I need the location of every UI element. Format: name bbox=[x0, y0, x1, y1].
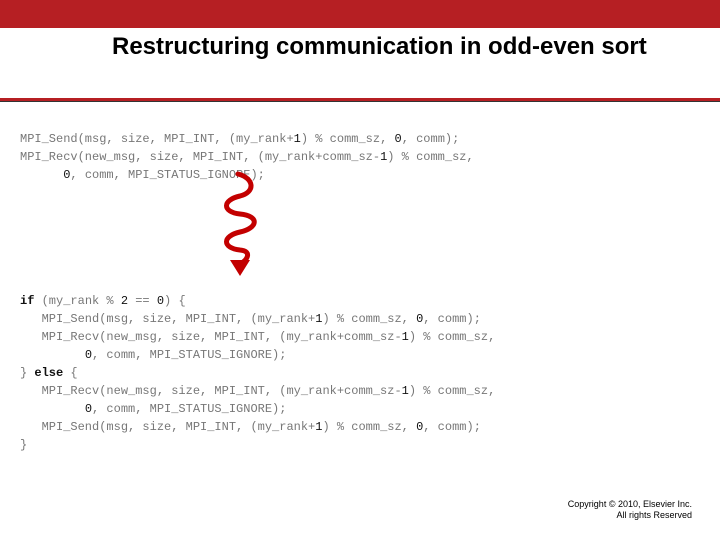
code-block: MPI_Send(msg, size, MPI_INT, (my_rank+1)… bbox=[20, 112, 710, 454]
copyright-text: Copyright © 2010, Elsevier Inc. All righ… bbox=[568, 499, 692, 522]
code-line: MPI_Recv(new_msg, size, MPI_INT, (my_ran… bbox=[20, 384, 495, 398]
code-line: 0, comm, MPI_STATUS_IGNORE); bbox=[20, 402, 286, 416]
arrow-head bbox=[230, 260, 250, 276]
code-line: } bbox=[20, 438, 27, 452]
squiggly-arrow-icon bbox=[200, 168, 280, 276]
blank-line bbox=[20, 186, 27, 200]
blank-line bbox=[20, 276, 27, 290]
page-title: Restructuring communication in odd-even … bbox=[112, 32, 672, 62]
code-line: MPI_Send(msg, size, MPI_INT, (my_rank+1)… bbox=[20, 312, 481, 326]
copyright-line2: All rights Reserved bbox=[568, 510, 692, 522]
arrow-squiggle bbox=[227, 174, 255, 264]
blank-line bbox=[20, 258, 27, 272]
copyright-line1: Copyright © 2010, Elsevier Inc. bbox=[568, 499, 692, 511]
blank-line bbox=[20, 240, 27, 254]
code-line: if (my_rank % 2 == 0) { bbox=[20, 294, 186, 308]
code-line: 0, comm, MPI_STATUS_IGNORE); bbox=[20, 348, 286, 362]
code-line: } else { bbox=[20, 366, 78, 380]
code-line: MPI_Recv(new_msg, size, MPI_INT, (my_ran… bbox=[20, 330, 495, 344]
blank-line bbox=[20, 222, 27, 236]
code-line: MPI_Send(msg, size, MPI_INT, (my_rank+1)… bbox=[20, 132, 459, 146]
blank-line bbox=[20, 204, 27, 218]
code-line: MPI_Recv(new_msg, size, MPI_INT, (my_ran… bbox=[20, 150, 474, 164]
code-line: MPI_Send(msg, size, MPI_INT, (my_rank+1)… bbox=[20, 420, 481, 434]
title-underline-black bbox=[0, 101, 720, 102]
header-color-bar bbox=[0, 0, 720, 28]
